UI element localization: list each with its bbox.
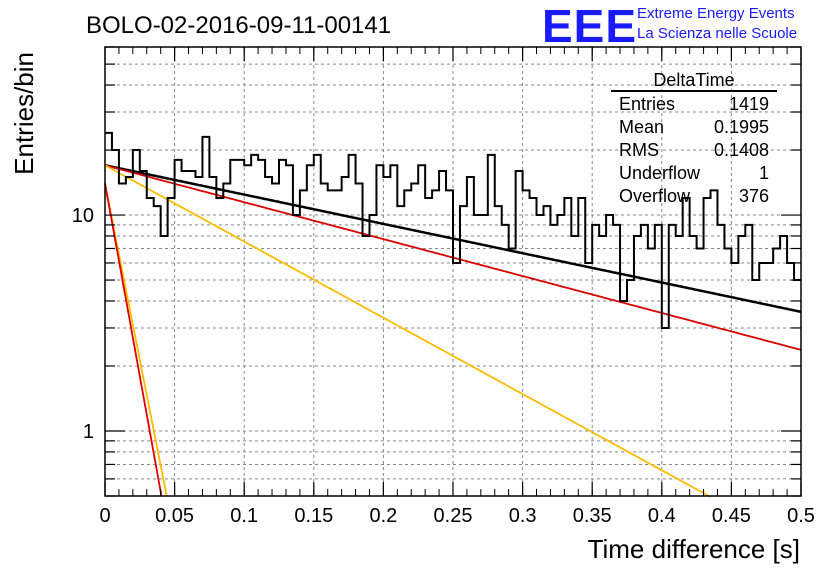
x-tick-labels: 0 0.05 0.1 0.15 0.2 0.25 0.3 0.35 0.4 0.45 0.5 <box>99 505 814 527</box>
x-tick-label: 0.45 <box>712 505 751 527</box>
y-tick-label: 1 <box>83 421 94 443</box>
stats-label-mean: Mean <box>619 117 664 137</box>
x-tick-label: 0 <box>99 505 110 527</box>
y-tick-labels: 1 10 <box>72 205 94 443</box>
x-tick-label: 0.25 <box>434 505 473 527</box>
stats-value-rms: 0.1408 <box>714 140 769 160</box>
y-axis-label: Entries/bin <box>9 52 39 175</box>
logo-line-1: Extreme Energy Events <box>637 5 795 22</box>
stats-label-overflow: Overflow <box>619 186 691 206</box>
stats-label-entries: Entries <box>619 94 675 114</box>
stats-label-rms: RMS <box>619 140 659 160</box>
fit-curve-2 <box>104 164 711 498</box>
x-tick-label: 0.4 <box>648 505 676 527</box>
x-tick-label: 0.05 <box>155 505 194 527</box>
x-tick-label: 0.1 <box>230 505 258 527</box>
stats-title: DeltaTime <box>653 70 734 90</box>
histogram-series <box>105 131 801 329</box>
grid <box>105 46 801 497</box>
x-tick-label: 0.2 <box>369 505 397 527</box>
fit-curve-4 <box>104 183 163 497</box>
eee-logo: EEE <box>542 0 637 52</box>
x-tick-label: 0.5 <box>787 505 815 527</box>
stats-value-overflow: 376 <box>739 186 769 206</box>
y-tick-label: 10 <box>72 205 94 227</box>
x-axis-label: Time difference [s] <box>588 534 800 564</box>
x-tick-label: 0.35 <box>573 505 612 527</box>
x-tick-label: 0.3 <box>509 505 537 527</box>
logo-line-2: La Scienza nelle Scuole <box>637 25 797 42</box>
stats-value-underflow: 1 <box>759 163 769 183</box>
x-tick-label: 0.15 <box>294 505 333 527</box>
stats-value-entries: 1419 <box>729 94 769 114</box>
stats-box: DeltaTime Entries 1419 Mean 0.1995 RMS 0… <box>611 70 777 206</box>
stats-label-underflow: Underflow <box>619 163 701 183</box>
axis-ticks <box>104 46 802 497</box>
chart-title: BOLO-02-2016-09-11-00141 <box>86 12 391 39</box>
stats-value-mean: 0.1995 <box>714 117 769 137</box>
